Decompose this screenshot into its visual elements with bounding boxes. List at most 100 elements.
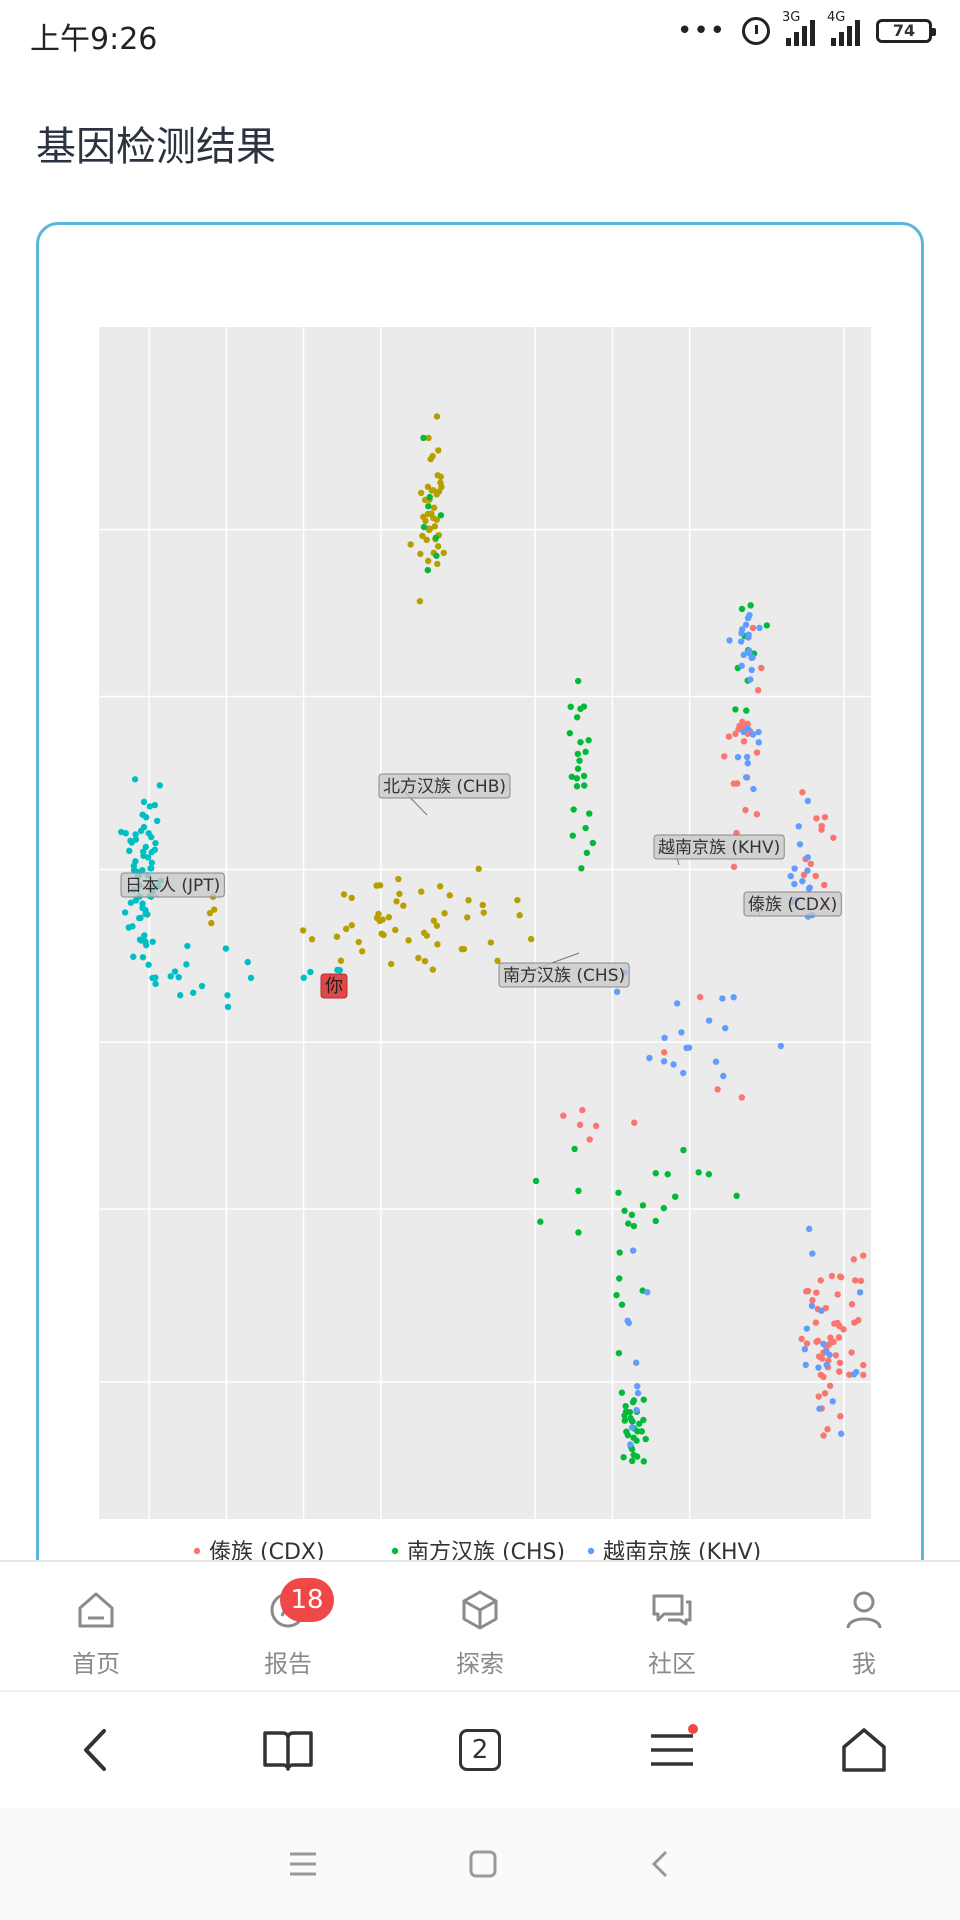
data-point [438, 483, 445, 491]
nav-explore[interactable]: 探索 [384, 1562, 576, 1692]
data-point [585, 737, 592, 744]
data-point [206, 909, 214, 917]
data-point [803, 1288, 810, 1295]
nav-home[interactable]: 首页 [0, 1562, 192, 1692]
bookmarks-button[interactable] [258, 1720, 318, 1780]
scatter-plot: 北方汉族 (CHB) 越南京族 (KHV) 日本人 (JPT) 傣族 (CDX) 南方汉… [99, 327, 871, 1565]
data-point [479, 901, 486, 909]
plot-background [99, 327, 871, 1519]
cluster-label: 傣族 (CDX) [743, 891, 842, 917]
recent-apps-icon[interactable] [288, 1851, 318, 1877]
data-point [433, 491, 440, 498]
data-point [749, 654, 756, 661]
data-point [427, 455, 434, 463]
data-point [308, 936, 316, 943]
data-point [824, 1426, 831, 1433]
data-point [578, 865, 585, 872]
data-point [425, 503, 432, 510]
data-points [118, 413, 867, 1465]
data-point [618, 1301, 626, 1308]
data-point [419, 532, 426, 540]
data-point [726, 637, 733, 644]
data-point [821, 881, 828, 889]
data-point [574, 750, 582, 758]
data-point [813, 815, 820, 822]
data-point [424, 566, 432, 574]
data-point [848, 1349, 855, 1356]
data-point [753, 749, 761, 756]
data-point [777, 1042, 785, 1050]
data-point [860, 1371, 867, 1379]
data-point [418, 888, 425, 895]
data-point [139, 954, 147, 961]
data-point [148, 859, 156, 867]
label-box [120, 872, 225, 898]
data-point [628, 1211, 636, 1219]
data-point [132, 831, 139, 838]
back-chevron-icon[interactable] [648, 1849, 672, 1879]
data-point [141, 932, 148, 939]
data-point [857, 1277, 865, 1285]
data-point [573, 714, 581, 721]
data-point [678, 1029, 685, 1036]
data-point [753, 811, 761, 818]
data-point [340, 891, 348, 898]
data-point [730, 994, 737, 1001]
data-point [829, 1398, 836, 1405]
data-point [734, 753, 742, 761]
data-point [812, 1319, 820, 1326]
data-point [430, 504, 438, 511]
you-marker: 你 [320, 973, 348, 999]
label-text: 日本人 (JPT) [125, 876, 220, 896]
chat-icon [652, 1594, 692, 1626]
data-point [465, 896, 472, 904]
data-point [405, 937, 412, 944]
data-point [742, 806, 749, 814]
data-point [633, 1453, 641, 1460]
data-point [152, 839, 159, 847]
data-point [846, 1371, 853, 1378]
data-point [758, 664, 765, 672]
data-point [816, 1405, 823, 1412]
data-point [307, 968, 314, 976]
data-point [660, 1058, 668, 1065]
data-point [743, 707, 750, 714]
back-button[interactable] [66, 1720, 126, 1780]
alarm-icon [742, 17, 770, 45]
nav-community[interactable]: 社区 [576, 1562, 768, 1692]
home-square-icon[interactable] [468, 1849, 498, 1879]
data-point [680, 1146, 687, 1154]
nav-me[interactable]: 我 [768, 1562, 960, 1692]
label-box [378, 773, 511, 799]
menu-button[interactable] [642, 1720, 702, 1780]
label-text: 北方汉族 (CHB) [383, 777, 506, 797]
data-point [147, 833, 155, 841]
data-point [128, 839, 136, 846]
tabs-button[interactable]: 2 [450, 1720, 510, 1780]
data-point [336, 967, 344, 974]
data-point [621, 1417, 629, 1424]
data-point [640, 1416, 647, 1424]
data-point [420, 929, 428, 937]
data-point [837, 1430, 845, 1437]
data-point [568, 773, 576, 780]
data-point [623, 1428, 630, 1435]
data-point [247, 974, 255, 982]
data-point [640, 1458, 648, 1465]
grid-lines [99, 327, 871, 1519]
data-point [791, 865, 798, 872]
data-point [210, 906, 218, 913]
data-point [395, 875, 402, 883]
data-point [836, 1368, 843, 1375]
data-point [823, 1361, 830, 1368]
data-point [421, 957, 429, 965]
home-button[interactable] [834, 1720, 894, 1780]
data-point [167, 973, 174, 980]
data-point [576, 1121, 584, 1129]
user-icon [846, 1591, 882, 1629]
nav-report[interactable]: 18 报告 [192, 1562, 384, 1692]
label-box [320, 973, 348, 999]
data-point [177, 992, 184, 999]
data-point [805, 1225, 813, 1233]
data-point [673, 1000, 681, 1007]
